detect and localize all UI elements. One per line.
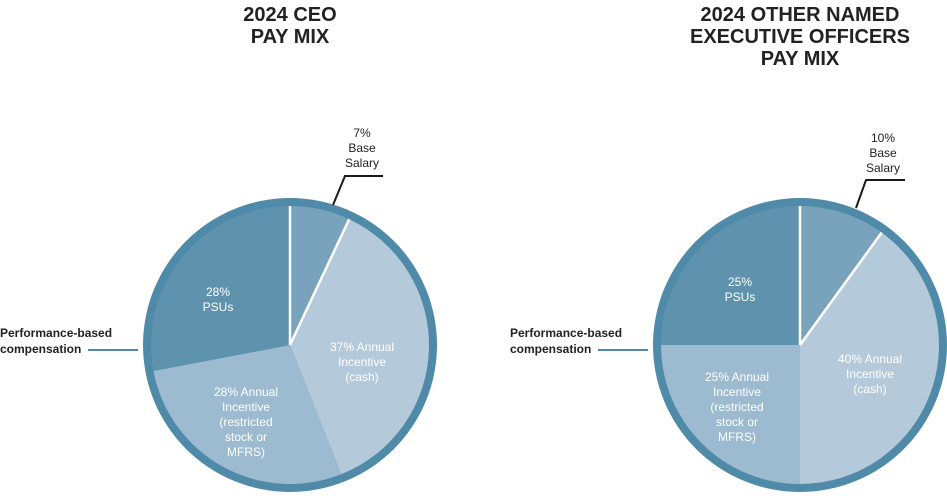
chart-title-other-neos: 2024 OTHER NAMED EXECUTIVE OFFICERS PAY … [689, 4, 911, 70]
slice-label-psus: 25% PSUs [725, 275, 756, 304]
slice-label-annual-incentive-cash: 37% Annual Incentive (cash) [330, 340, 394, 384]
pie-slice-annual-incentive-cash [290, 219, 430, 475]
performance-based-annotation: Performance-based compensation [0, 326, 112, 356]
slice-label-annual-incentive-cash: 40% Annual Incentive (cash) [838, 352, 902, 396]
pie-slice-annual-incentive-equity [153, 345, 342, 484]
base-salary-leader-line [855, 179, 905, 209]
slice-label-annual-incentive-equity: 28% Annual Incentive (restricted stock or MF… [214, 385, 278, 459]
slice-separator [798, 231, 883, 346]
slice-label-base-salary: 10% Base Salary [866, 131, 900, 175]
slice-label-psus: 28% PSUs [203, 285, 234, 314]
slice-label-annual-incentive-equity: 25% Annual Incentive (restricted stock or MF… [705, 370, 769, 444]
performance-based-annotation: Performance-based compensation [510, 326, 622, 356]
slice-label-base-salary: 7% Base Salary [345, 126, 379, 170]
pie-slice-psus [150, 206, 290, 372]
pie-slice-psus [661, 206, 800, 345]
pie-slice-base-salary [290, 206, 350, 345]
chart-title-ceo: 2024 CEO PAY MIX [243, 4, 337, 48]
pie-slice-annual-incentive-cash [800, 232, 940, 484]
slice-separator [288, 218, 351, 346]
pie-slice-annual-incentive-equity [661, 345, 800, 484]
base-salary-leader-line [332, 175, 383, 206]
pie-slice-base-salary [800, 206, 882, 345]
